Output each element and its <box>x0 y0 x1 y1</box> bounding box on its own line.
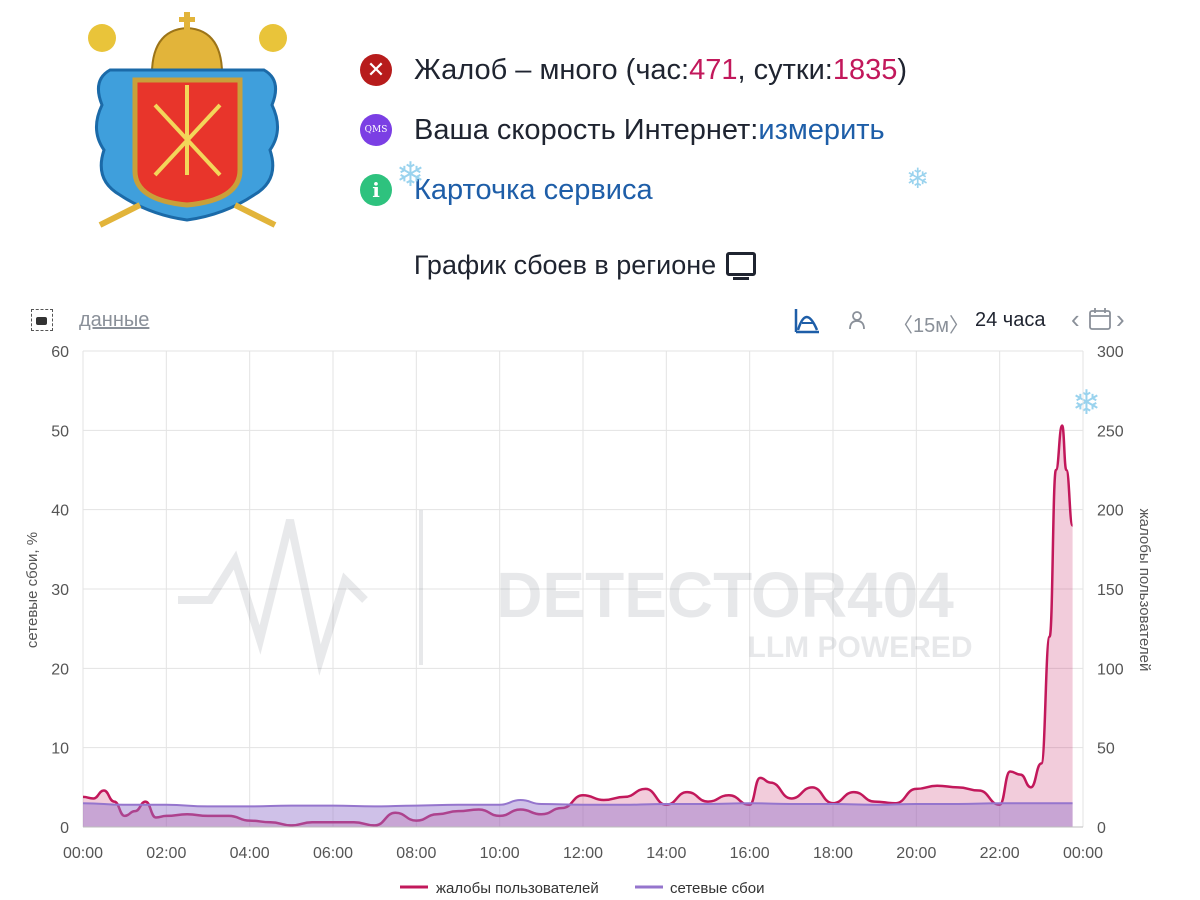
x-tick-label: 00:00 <box>1063 845 1103 862</box>
series-layer <box>82 424 1074 827</box>
eagle-left-icon <box>88 24 116 52</box>
pulse-logo-icon <box>178 519 368 676</box>
watermark-sub: LLM POWERED <box>748 631 973 664</box>
complaints-mid: , сутки: <box>737 53 833 86</box>
chart-title: График сбоев в регионе <box>0 250 1170 281</box>
x-tick-label: 18:00 <box>813 845 853 862</box>
speed-row: QMS Ваша скорость Интернет: измерить <box>360 100 907 160</box>
y-right-tick-label: 150 <box>1097 582 1124 599</box>
x-tick-label: 20:00 <box>896 845 936 862</box>
y-left-tick-label: 40 <box>51 503 69 520</box>
y-right-tick-label: 250 <box>1097 423 1124 440</box>
x-tick-label: 00:00 <box>63 845 103 862</box>
prev-chevron-icon[interactable]: ‹ <box>1071 304 1080 334</box>
x-tick-label: 16:00 <box>730 845 770 862</box>
complaints-day-count: 1835 <box>832 53 898 86</box>
y-right-tick-label: 0 <box>1097 820 1106 837</box>
speed-label: Ваша скорость Интернет: <box>414 113 759 146</box>
y-left-tick-label: 60 <box>51 344 69 361</box>
info-panel: ✕ Жалоб – много (час: 471, сутки: 1835) … <box>360 40 907 220</box>
chart-type-icon[interactable] <box>793 306 821 334</box>
interval-15m-button[interactable]: 〈15м〉 <box>893 315 969 337</box>
y-left-tick-label: 50 <box>51 423 69 440</box>
range-24h-button[interactable]: 24 часа <box>975 309 1046 331</box>
outages-series-line <box>82 799 1073 808</box>
legend-complaints-label: жалобы пользователей <box>436 880 599 897</box>
service-card-row: i Карточка сервиса <box>360 160 907 220</box>
error-icon: ✕ <box>360 54 392 86</box>
x-tick-label: 12:00 <box>563 845 603 862</box>
snowflake-icon: ❄ <box>1072 384 1101 422</box>
x-tick-label: 22:00 <box>980 845 1020 862</box>
legend-outages-label: сетевые сбои <box>670 880 764 897</box>
calendar-icon[interactable] <box>1088 307 1112 331</box>
watermark-main: DETECTOR404 <box>496 559 954 631</box>
y-left-tick-label: 30 <box>51 582 69 599</box>
fullscreen-icon[interactable] <box>726 252 757 280</box>
user-icon[interactable] <box>848 310 866 330</box>
y-right-tick-label: 300 <box>1097 344 1124 361</box>
y-left-tick-label: 20 <box>51 661 69 678</box>
screenshot-camera-icon[interactable] <box>31 309 53 331</box>
watermark: DETECTOR404 LLM POWERED <box>178 510 973 676</box>
x-tick-label: 06:00 <box>313 845 353 862</box>
x-tick-label: 10:00 <box>480 845 520 862</box>
x-tick-label: 08:00 <box>396 845 436 862</box>
chart-axes: 00:00 02:00 04:00 06:00 08:00 10:00 12:00 14:00… <box>51 344 1124 862</box>
snowflake-icon: ❄ <box>396 156 425 194</box>
next-chevron-icon[interactable]: › <box>1116 304 1125 334</box>
y-axis-left-label: сетевые сбои, % <box>24 532 41 648</box>
y-axis-right-label: жалобы пользователей <box>1136 509 1153 672</box>
y-right-tick-label: 200 <box>1097 503 1124 520</box>
info-icon: i <box>360 174 392 206</box>
outages-series-area <box>83 800 1073 827</box>
x-tick-label: 04:00 <box>230 845 270 862</box>
x-tick-label: 14:00 <box>646 845 686 862</box>
y-left-tick-label: 10 <box>51 741 69 758</box>
legend: жалобы пользователей сетевые сбои <box>400 880 764 897</box>
eagle-right-icon <box>259 24 287 52</box>
y-right-tick-label: 50 <box>1097 741 1115 758</box>
service-card-link[interactable]: Карточка сервиса <box>414 173 653 206</box>
y-right-tick-label: 100 <box>1097 661 1124 678</box>
snowflake-icon: ❄ <box>906 163 930 194</box>
y-left-tick-label: 0 <box>60 820 69 837</box>
complaints-hour-count: 471 <box>689 53 738 86</box>
emblem-logo <box>88 12 287 228</box>
chart-toolbar: данные 〈15м〉 24 часа ‹ › <box>0 304 1200 337</box>
complaints-status: ✕ Жалоб – много (час: 471, сутки: 1835) <box>360 40 907 100</box>
x-tick-label: 02:00 <box>146 845 186 862</box>
complaints-prefix: Жалоб – много (час: <box>414 53 690 86</box>
data-link[interactable]: данные <box>79 309 150 331</box>
measure-speed-link[interactable]: измерить <box>758 113 885 146</box>
complaints-suffix: ) <box>897 53 908 86</box>
chart-title-text: График сбоев в регионе <box>413 250 717 280</box>
qms-icon: QMS <box>360 114 392 146</box>
